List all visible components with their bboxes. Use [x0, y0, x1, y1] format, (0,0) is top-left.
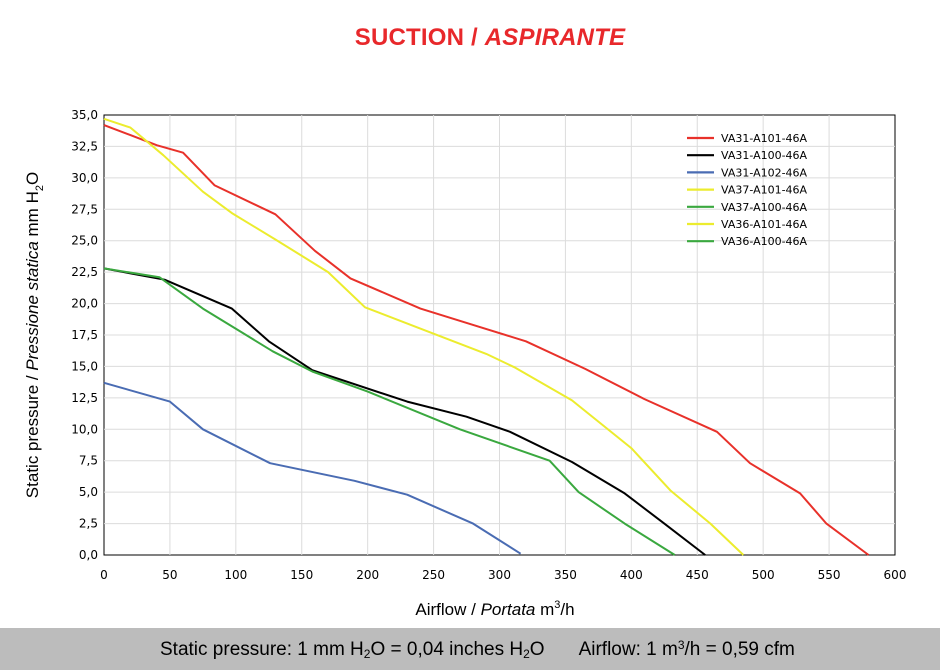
- x-tick-label: 50: [162, 568, 177, 582]
- y-tick-label: 27,5: [71, 202, 98, 216]
- legend-label: VA36-A100-46A: [721, 235, 808, 248]
- conversion-note: Static pressure: 1 mm H2O = 0,04 inches …: [160, 638, 795, 661]
- title-italic: ASPIRANTE: [484, 24, 626, 51]
- y-tick-label: 10,0: [71, 422, 98, 436]
- y-tick-label: 12,5: [71, 391, 98, 405]
- y-title-main: Static pressure /: [23, 371, 42, 499]
- airflow-text-b: /h = 0,59 cfm: [684, 639, 795, 660]
- airflow-text-a: Airflow: 1 m: [578, 639, 678, 660]
- pressure-text-a: Static pressure: 1 mm H: [160, 639, 364, 660]
- legend-label: VA37-A101-46A: [721, 184, 808, 197]
- y-tick-label: 2,5: [79, 517, 98, 531]
- legend-label: VA31-A100-46A: [721, 149, 808, 162]
- series-line-5: [103, 267, 676, 556]
- series-lines: [103, 117, 870, 556]
- y-tick-labels: 0,0 2,5 5,0 7,5 10,0 12,5 15,0 17,5 20,0 22,5 25,0…: [71, 108, 98, 562]
- y-tick-label: 25,0: [71, 234, 98, 248]
- chart-title: SUCTION / ASPIRANTE: [0, 24, 940, 52]
- x-title-sup: 3: [554, 599, 560, 611]
- x-axis-title: Airflow / Portata m3/h: [415, 599, 574, 619]
- y-tick-label: 20,0: [71, 297, 98, 311]
- legend-label: VA36-A101-46A: [721, 218, 808, 231]
- x-tick-label: 250: [422, 568, 445, 582]
- grid-lines: [104, 115, 895, 555]
- series-line-3: [103, 381, 522, 555]
- x-tick-labels: 0 50 100 150 200 250 300 350 400 450 500 550 600: [100, 568, 906, 582]
- x-tick-label: 450: [686, 568, 709, 582]
- legend-label: VA37-A100-46A: [721, 201, 808, 214]
- x-title-main: Airflow /: [415, 600, 480, 619]
- y-tick-label: 35,0: [71, 108, 98, 122]
- y-tick-label: 30,0: [71, 171, 98, 185]
- y-axis-title: Static pressure / Pressione statica mm H…: [23, 172, 46, 498]
- legend-label: VA31-A102-46A: [721, 166, 808, 179]
- series-line-1: [103, 124, 870, 556]
- suction-chart: 0 50 100 150 200 250 300 350 400 450 500 550 600 0,0…: [23, 108, 906, 619]
- x-title-italic: Portata: [481, 600, 536, 619]
- x-tick-label: 500: [752, 568, 775, 582]
- y-tick-label: 15,0: [71, 359, 98, 373]
- x-tick-label: 600: [884, 568, 907, 582]
- pressure-sub-2: 2: [523, 647, 530, 661]
- x-tick-label: 350: [554, 568, 577, 582]
- x-tick-label: 100: [224, 568, 247, 582]
- y-tick-label: 22,5: [71, 265, 98, 279]
- series-line-4: [103, 117, 745, 556]
- series-line-2: [103, 267, 706, 556]
- x-title-unit-end: /h: [560, 600, 574, 619]
- airflow-sup: 3: [677, 638, 685, 652]
- y-title-sub: 2: [34, 185, 46, 191]
- y-title-italic: Pressione statica: [23, 241, 42, 370]
- legend-label: VA31-A101-46A: [721, 132, 808, 145]
- x-tick-label: 200: [356, 568, 379, 582]
- footer-bar: Static pressure: 1 mm H2O = 0,04 inches …: [0, 628, 940, 670]
- x-tick-label: 550: [818, 568, 841, 582]
- y-tick-label: 32,5: [71, 139, 98, 153]
- x-tick-label: 400: [620, 568, 643, 582]
- y-title-unit: mm H: [23, 191, 42, 241]
- pressure-sub-1: 2: [363, 647, 371, 661]
- x-title-unit: m: [535, 600, 554, 619]
- title-main: SUCTION /: [354, 24, 485, 51]
- pressure-text-b: O = 0,04 inches H: [370, 639, 524, 660]
- x-tick-label: 150: [290, 568, 313, 582]
- y-tick-label: 17,5: [71, 328, 98, 342]
- legend: VA31-A101-46A VA31-A100-46A VA31-A102-46A V…: [687, 132, 808, 248]
- x-tick-label: 300: [488, 568, 511, 582]
- y-title-unit-end: O: [23, 172, 42, 185]
- y-tick-label: 7,5: [79, 454, 98, 468]
- y-tick-label: 0,0: [79, 548, 98, 562]
- pressure-text-c: O: [529, 639, 545, 660]
- x-tick-label: 0: [100, 568, 108, 582]
- y-tick-label: 5,0: [79, 485, 98, 499]
